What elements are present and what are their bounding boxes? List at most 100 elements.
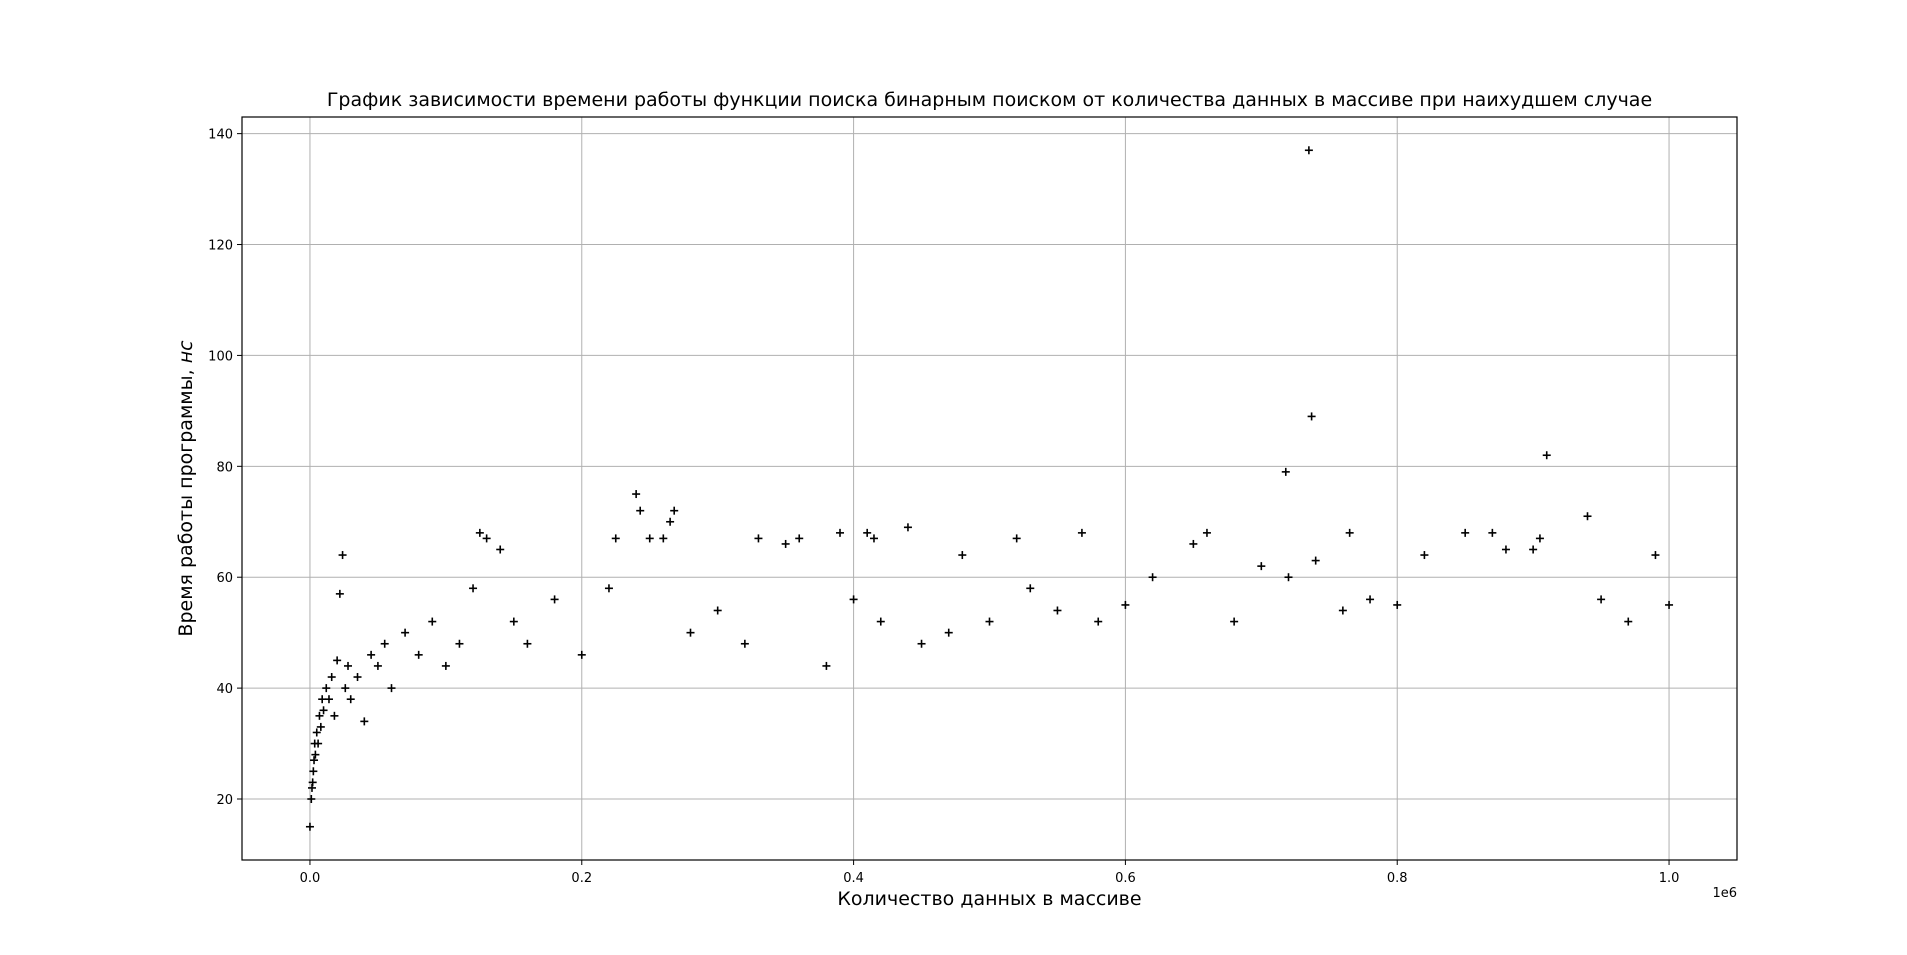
plot-area-frame [241, 116, 1738, 861]
y-tick-label: 120 [208, 239, 233, 254]
x-tick-label: 0.8 [1387, 871, 1408, 886]
axis-ticks: 0.0 0.2 0.4 0.6 0.8 1.0 20 40 60 80 100 120 140 [208, 128, 1679, 886]
scatter-point [305, 822, 314, 831]
x-tick-label: 1.0 [1659, 871, 1680, 886]
x-tick-label: 0.2 [571, 871, 592, 886]
scatter-point [469, 584, 478, 593]
scatter-point [428, 617, 437, 626]
scatter-point [550, 595, 559, 604]
scatter-point [1338, 606, 1347, 615]
y-tick-label: 20 [216, 793, 233, 808]
scatter-point [1121, 600, 1130, 609]
scatter-point [341, 684, 350, 693]
y-tick-label: 80 [216, 460, 233, 475]
grid [242, 117, 1737, 860]
scatter-point [1202, 528, 1211, 537]
scatter-point [1094, 617, 1103, 626]
scatter-point [1366, 595, 1375, 604]
scatter-point [333, 656, 342, 665]
scatter-point [577, 650, 586, 659]
scatter-point [475, 528, 484, 537]
scatter-point [1535, 534, 1544, 543]
scatter-point [645, 534, 654, 543]
scatter-point [944, 628, 953, 637]
scatter-point [1501, 545, 1510, 554]
scatter-point [330, 711, 339, 720]
scatter-point [1542, 451, 1551, 460]
scatter-point [324, 695, 333, 704]
y-tick-label: 100 [208, 349, 233, 364]
scatter-point [509, 617, 518, 626]
scatter-point [315, 711, 324, 720]
scatter-point [713, 606, 722, 615]
scatter-point [781, 539, 790, 548]
scatter-point [327, 673, 336, 682]
scatter-point [1393, 600, 1402, 609]
x-tick-label: 0.6 [1115, 871, 1136, 886]
scatter-point [876, 617, 885, 626]
y-axis-label: Время работы программы, нс [175, 340, 197, 637]
scatter-point [822, 661, 831, 670]
y-axis-label-main: Время работы программы, [175, 363, 197, 636]
scatter-point [523, 639, 532, 648]
chart-title: График зависимости времени работы функци… [327, 89, 1652, 111]
scatter-point [307, 795, 316, 804]
x-tick-label: 0.0 [300, 871, 321, 886]
scatter-point [985, 617, 994, 626]
scatter-point [311, 750, 320, 759]
x-axis-label: Количество данных в массиве [837, 888, 1141, 910]
scatter-point [496, 545, 505, 554]
scatter-point [1597, 595, 1606, 604]
scatter-point [316, 722, 325, 731]
scatter-point [318, 695, 327, 704]
scatter-point [754, 534, 763, 543]
scatter-point [659, 534, 668, 543]
scatter-point [740, 639, 749, 648]
scatter-point [1345, 528, 1354, 537]
scatter-point [1148, 573, 1157, 582]
scatter-point [604, 584, 613, 593]
y-tick-label: 140 [208, 128, 233, 143]
scatter-point [1230, 617, 1239, 626]
scatter-point [1420, 551, 1429, 560]
scatter-point [1026, 584, 1035, 593]
scatter-point [670, 506, 679, 515]
scatter-point [380, 639, 389, 648]
scatter-point [666, 517, 675, 526]
scatter-point [1012, 534, 1021, 543]
y-tick-label: 40 [216, 682, 233, 697]
scatter-point [482, 534, 491, 543]
scatter-point [1583, 512, 1592, 521]
scatter-point [441, 661, 450, 670]
scatter-point [1284, 573, 1293, 582]
scatter-point [373, 661, 382, 670]
scatter-point [1189, 539, 1198, 548]
scatter-point [360, 717, 369, 726]
scatter-point [795, 534, 804, 543]
scatter-point [335, 589, 344, 598]
scatter-point [346, 695, 355, 704]
scatter-point [344, 661, 353, 670]
scatter-point [1488, 528, 1497, 537]
scatter-point [319, 706, 328, 715]
scatter-point [836, 528, 844, 537]
scatter-point [1311, 556, 1320, 565]
scatter-point [1665, 600, 1674, 609]
scatter-point [1257, 562, 1266, 571]
scatter-point [849, 595, 858, 604]
scatter-point [314, 739, 323, 748]
scatter-point [322, 684, 331, 693]
scatter-point [367, 650, 376, 659]
scatter-point [353, 673, 362, 682]
scatter-point [312, 728, 321, 737]
x-tick-label: 0.4 [843, 871, 864, 886]
scatter-point [1281, 467, 1290, 476]
scatter-point [1461, 528, 1470, 537]
data-points [305, 146, 1674, 831]
scatter-point [632, 490, 641, 499]
scatter-point [310, 756, 319, 765]
scatter-point [611, 534, 620, 543]
scatter-point [338, 551, 347, 560]
scatter-point [1624, 617, 1633, 626]
scatter-point [1077, 528, 1086, 537]
